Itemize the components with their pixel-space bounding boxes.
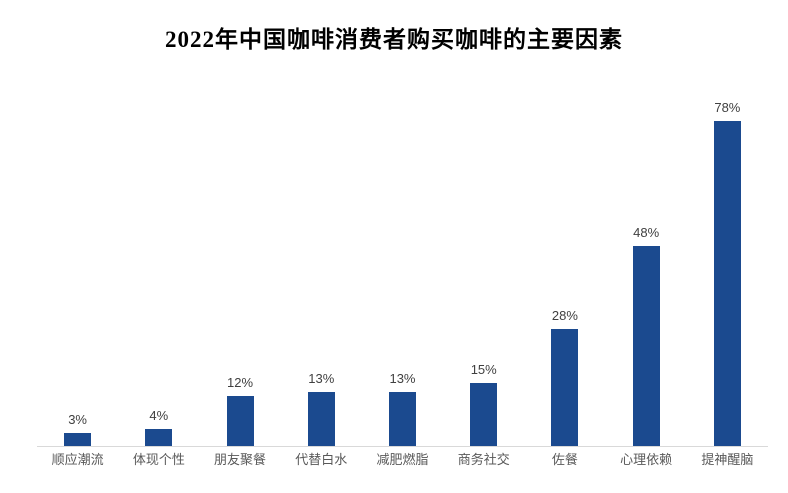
category-label: 顺应潮流 [51,452,104,467]
bar-slot: 78% [687,0,768,446]
bar-value-label: 4% [149,408,169,423]
bar-slot: 28% [524,0,605,446]
category-label: 体现个性 [132,452,185,467]
category-axis: 顺应潮流 体现个性 朋友聚餐 代替白水 减肥燃脂 商务社交 佐餐 心理依赖 提神醒脑 [37,452,768,468]
category-label: 心理依赖 [620,452,673,467]
bar-slot: 48% [606,0,687,446]
bar [64,433,92,446]
bar-slot: 13% [281,0,362,446]
bar-slot: 13% [362,0,443,446]
bar-value-label: 3% [68,412,87,427]
bar-value-label: 13% [308,371,335,386]
plot-area: 3% 4% 12% 13% 13% 15% 28% 48% 78% [37,0,768,446]
bar-value-label: 12% [227,375,254,390]
bar [551,329,579,446]
bar [470,383,498,446]
category-label: 提神醒脑 [701,452,754,467]
bar-slot: 4% [118,0,199,446]
bar [307,392,335,446]
category-label: 代替白水 [295,452,348,467]
chart-title: 2022年中国咖啡消费者购买咖啡的主要因素 [165,27,623,52]
bar-slot: 12% [199,0,280,446]
bar-value-label: 78% [714,100,741,115]
category-label: 佐餐 [551,452,578,467]
bar [632,246,660,446]
x-axis-line [37,446,768,447]
bar-value-label: 28% [551,308,578,323]
category-label: 商务社交 [457,452,510,467]
category-label: 朋友聚餐 [214,452,267,467]
bar-value-label: 13% [389,371,416,386]
bar [713,121,741,446]
bar-value-label: 48% [633,225,660,240]
bar [226,396,254,446]
category-label: 减肥燃脂 [376,452,429,467]
bar [388,392,416,446]
bar-slot: 15% [443,0,524,446]
bar [145,429,173,446]
bar-value-label: 15% [470,362,497,377]
bar-slot: 3% [37,0,118,446]
